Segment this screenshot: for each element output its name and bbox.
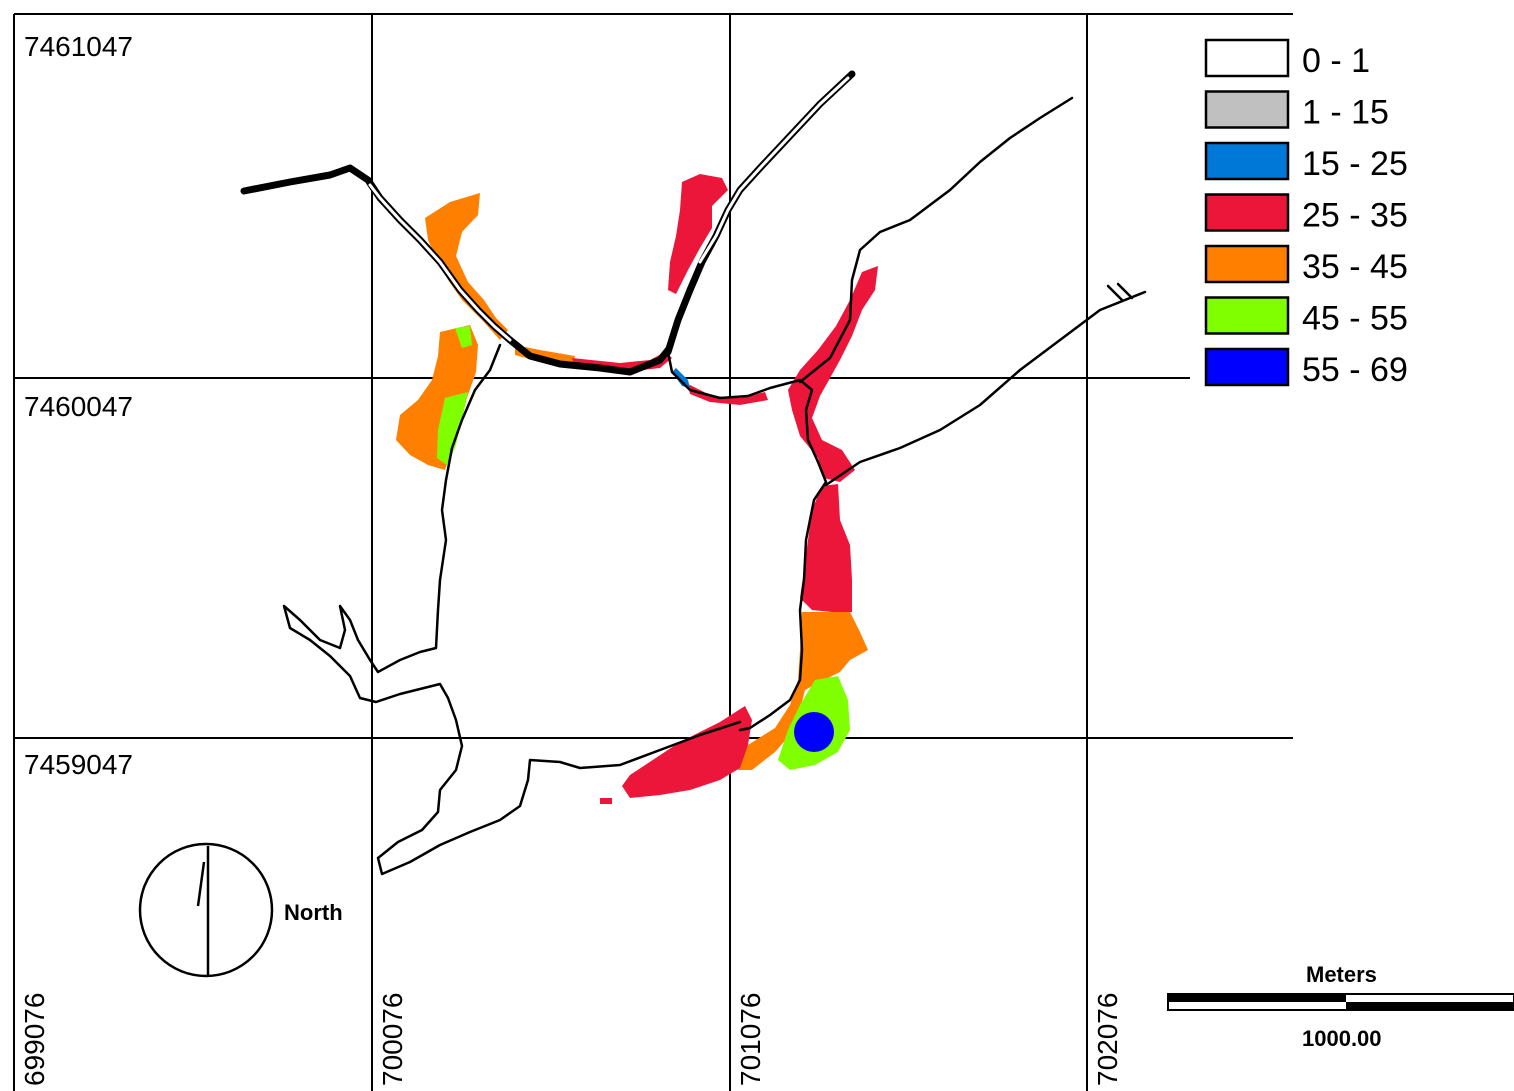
north-arrow-tick <box>196 861 206 907</box>
scale-bar: Meters 1000.00 <box>1167 962 1514 1051</box>
legend-swatch-7 <box>1204 347 1290 387</box>
legend-label-2: 1 - 15 <box>1302 94 1389 132</box>
legend-label-5: 35 - 45 <box>1302 248 1408 286</box>
depth-area-25-35-east <box>788 266 878 482</box>
legend-label-3: 15 - 25 <box>1302 145 1408 183</box>
river-west-south <box>282 343 742 876</box>
depth-area-25-35-speck <box>600 798 612 804</box>
depth-area-25-35-southwest <box>622 706 752 798</box>
river-ne-inner <box>698 76 850 264</box>
legend-swatch-4 <box>1204 193 1290 232</box>
coordinate-grid <box>13 13 1293 1091</box>
depth-area-35-45-nw <box>425 193 508 340</box>
road-east-end-tick <box>1106 282 1134 302</box>
river-network <box>240 70 1147 876</box>
legend-swatch-1 <box>1204 38 1290 78</box>
easting-labels: 699076 700076 701076 702076 <box>19 993 1123 1086</box>
road-east-upper <box>798 96 1074 384</box>
legend-swatch-3 <box>1204 141 1290 181</box>
north-arrow-circle <box>138 842 274 978</box>
scale-bar-segment-right <box>1346 1002 1514 1010</box>
legend-label-6: 45 - 55 <box>1302 300 1408 338</box>
depth-area-15-25-center <box>672 368 690 388</box>
northing-label-bottom: 7459047 <box>24 749 133 780</box>
depth-area-25-35-south-ridge <box>800 484 852 612</box>
road-east-lower <box>824 290 1147 487</box>
legend-swatch-2 <box>1204 90 1290 129</box>
scale-bar-units: Meters <box>1306 962 1377 987</box>
easting-label-3: 701076 <box>735 993 766 1086</box>
depth-area-25-35-north <box>668 174 728 294</box>
depth-area-35-45-south <box>738 612 868 770</box>
legend: 0 - 1 1 - 15 15 - 25 25 - 35 35 - 45 45 - 55 5… <box>1204 38 1408 389</box>
river-nw-inner <box>368 183 512 342</box>
depth-classes <box>396 174 878 804</box>
depth-area-45-55-west-lower <box>437 392 468 465</box>
northing-label-top: 7461047 <box>24 31 133 62</box>
depth-area-45-55-west <box>455 326 472 348</box>
northing-label-middle: 7460047 <box>24 391 133 422</box>
easting-label-4: 702076 <box>1092 993 1123 1086</box>
scale-bar-segment-left <box>1168 994 1346 1002</box>
legend-swatch-5 <box>1204 244 1290 284</box>
legend-label-7: 55 - 69 <box>1302 351 1408 389</box>
depth-area-25-35-center-strip <box>688 384 768 405</box>
north-arrow-label: North <box>284 900 343 925</box>
depth-area-55-69-south <box>794 712 834 752</box>
depth-area-35-45-west <box>396 325 478 470</box>
easting-label-1: 699076 <box>19 993 50 1086</box>
legend-label-1: 0 - 1 <box>1302 42 1370 80</box>
easting-label-2: 700076 <box>377 993 408 1086</box>
scale-bar-distance: 1000.00 <box>1302 1026 1382 1051</box>
river-center-south <box>666 350 828 732</box>
legend-label-4: 25 - 35 <box>1302 197 1408 235</box>
north-arrow: North <box>138 842 343 978</box>
northing-labels: 7461047 7460047 7459047 <box>24 31 133 780</box>
legend-swatch-6 <box>1204 296 1290 335</box>
